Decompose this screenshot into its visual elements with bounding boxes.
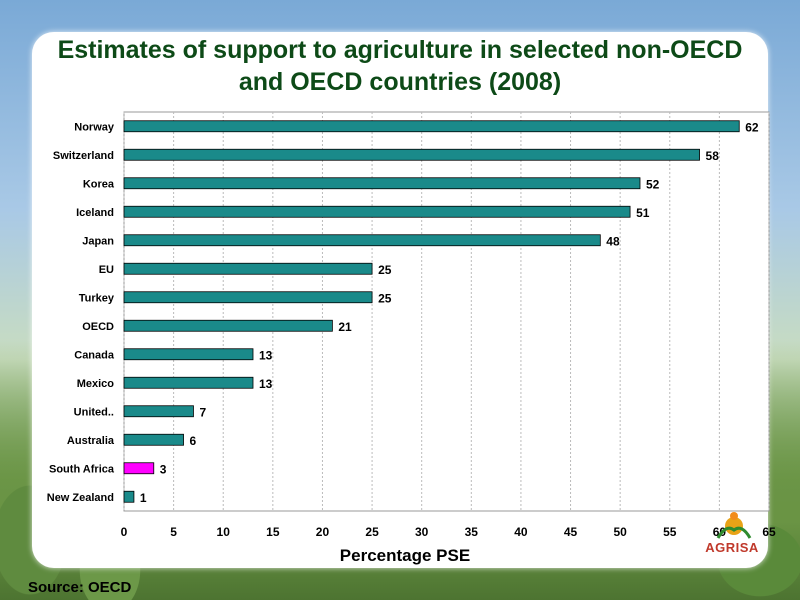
bar — [123, 348, 254, 361]
x-axis-label: Percentage PSE — [339, 546, 471, 565]
data-label: 48 — [606, 234, 620, 248]
agrisa-logo: AGRISA — [700, 502, 764, 562]
data-label: 3 — [160, 462, 167, 476]
x-tick-label: 10 — [217, 525, 231, 539]
plot-area — [123, 111, 770, 512]
category-label: Japan — [82, 235, 114, 247]
category-label: Korea — [83, 178, 115, 190]
category-label: Norway — [74, 121, 115, 133]
x-tick-label: 60 — [713, 525, 727, 539]
bar — [123, 490, 135, 503]
bar — [123, 234, 601, 247]
bar — [123, 177, 641, 190]
data-label: 13 — [259, 377, 273, 391]
category-label: Iceland — [76, 207, 114, 219]
chart-title: Estimates of support to agriculture in s… — [57, 36, 743, 96]
bar — [123, 462, 155, 475]
bar — [123, 433, 184, 446]
category-label: Canada — [74, 349, 115, 361]
x-tick-label: 35 — [465, 525, 479, 539]
data-label: 25 — [378, 291, 392, 305]
data-label: 25 — [378, 263, 392, 277]
category-label: New Zealand — [47, 492, 114, 504]
x-tick-label: 50 — [613, 525, 627, 539]
data-label: 21 — [338, 320, 352, 334]
data-label: 58 — [706, 149, 720, 163]
bar — [123, 319, 333, 332]
x-tick-label: 55 — [663, 525, 677, 539]
category-label: South Africa — [49, 463, 115, 475]
data-label: 62 — [745, 120, 759, 134]
x-tick-label: 40 — [514, 525, 528, 539]
data-label: 1 — [140, 491, 147, 505]
x-tick-label: 65 — [762, 525, 776, 539]
x-tick-label: 20 — [316, 525, 330, 539]
logo-text: AGRISA — [705, 540, 759, 555]
category-label: Australia — [67, 435, 115, 447]
category-label: Switzerland — [53, 150, 114, 162]
x-tick-label: 25 — [365, 525, 379, 539]
category-label: Mexico — [77, 378, 115, 390]
logo-emblem-icon — [716, 512, 752, 539]
data-label: 13 — [259, 348, 273, 362]
source-note: Source: OECD — [28, 579, 132, 596]
x-tick-label: 5 — [170, 525, 177, 539]
x-tick-label: 15 — [266, 525, 280, 539]
bar — [123, 120, 740, 133]
x-tick-label: 45 — [564, 525, 578, 539]
data-label: 6 — [190, 434, 197, 448]
data-label: 7 — [199, 405, 206, 419]
category-label: EU — [99, 264, 114, 276]
bar — [123, 148, 700, 161]
bar — [123, 262, 373, 275]
x-tick-label: 30 — [415, 525, 429, 539]
data-label: 52 — [646, 177, 660, 191]
category-label: Turkey — [79, 292, 115, 304]
category-label: United.. — [74, 406, 114, 418]
bar — [123, 291, 373, 304]
data-label: 51 — [636, 206, 650, 220]
category-label: OECD — [82, 321, 114, 333]
bar — [123, 376, 254, 389]
bar — [123, 405, 194, 418]
x-tick-label: 0 — [121, 525, 128, 539]
bar — [123, 205, 631, 218]
